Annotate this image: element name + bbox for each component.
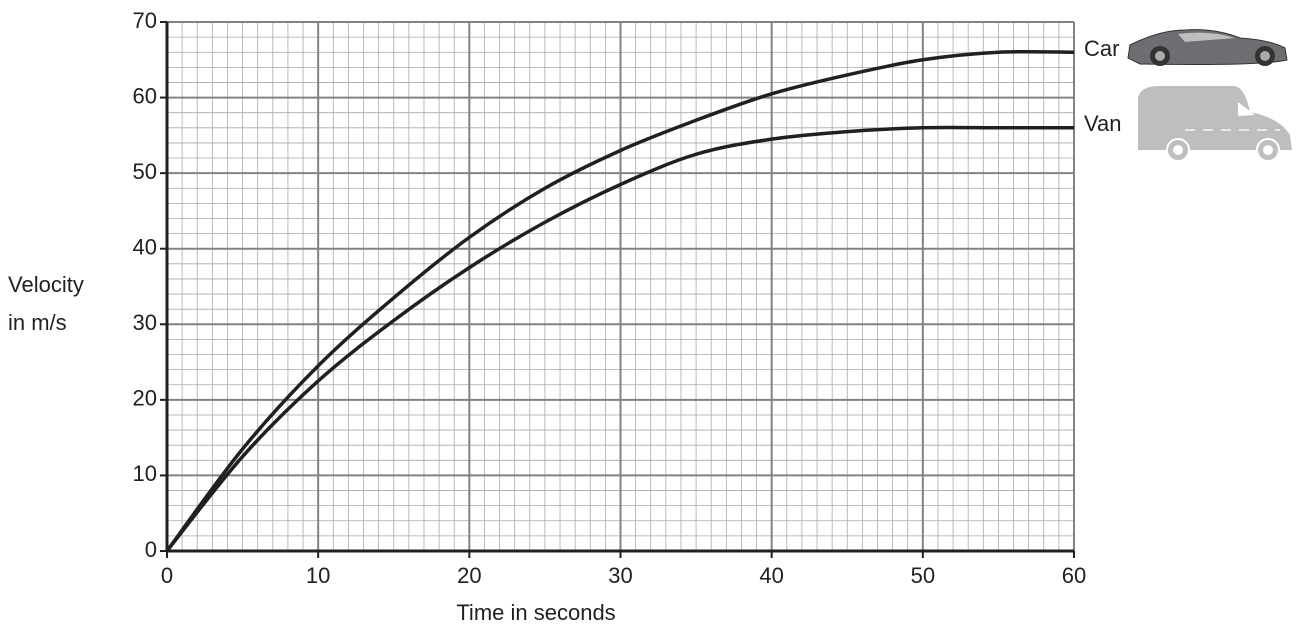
- y-axis-label: Velocity: [8, 272, 84, 297]
- x-tick-label: 10: [306, 563, 330, 588]
- car-icon: [1127, 29, 1288, 66]
- y-tick-label: 30: [133, 310, 157, 335]
- x-tick-label: 0: [161, 563, 173, 588]
- y-tick-label: 40: [133, 235, 157, 260]
- x-axis-label: Time in seconds: [456, 600, 615, 625]
- x-tick-label: 30: [608, 563, 632, 588]
- y-axis-label: in m/s: [8, 310, 67, 335]
- series-line: [165, 125, 1074, 553]
- legend-van: Van: [1084, 111, 1122, 136]
- legend-car: Car: [1084, 36, 1119, 61]
- grid: [166, 21, 1075, 552]
- series-line: [165, 49, 1075, 553]
- y-tick-label: 60: [133, 83, 157, 108]
- x-tick-label: 60: [1062, 563, 1086, 588]
- y-tick-label: 20: [133, 386, 157, 411]
- y-tick-label: 50: [133, 159, 157, 184]
- y-tick-label: 10: [133, 461, 157, 486]
- x-tick-label: 20: [457, 563, 481, 588]
- van-icon: [1138, 86, 1292, 162]
- y-tick-label: 0: [145, 537, 157, 562]
- x-tick-label: 40: [759, 563, 783, 588]
- y-tick-label: 70: [133, 8, 157, 33]
- x-tick-label: 50: [911, 563, 935, 588]
